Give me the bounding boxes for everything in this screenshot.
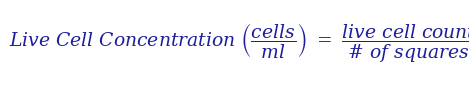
Text: $\mathbf{\mathit{Live\ Cell\ Concentration}}\ \left(\dfrac{\mathbf{\mathit{cells: $\mathbf{\mathit{Live\ Cell\ Concentrati… [9, 21, 469, 64]
